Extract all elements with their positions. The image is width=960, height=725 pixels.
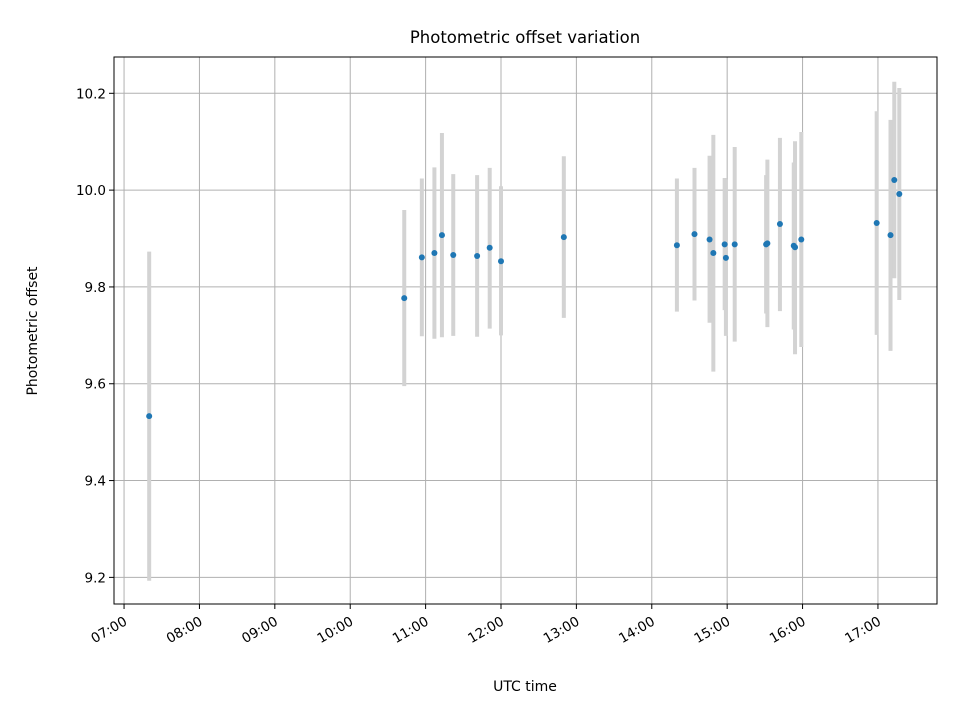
data-point — [706, 236, 713, 243]
data-point — [896, 190, 903, 197]
y-tick-label: 9.8 — [85, 280, 106, 296]
data-point — [691, 231, 698, 238]
data-point — [673, 242, 680, 249]
x-axis-label: UTC time — [493, 679, 557, 695]
y-tick-label: 10.2 — [76, 86, 106, 102]
y-tick-label: 9.2 — [85, 570, 106, 586]
axes-frame — [113, 56, 938, 605]
data-point — [764, 240, 771, 247]
y-tick-label: 10.0 — [76, 183, 106, 199]
data-point — [146, 413, 153, 420]
data-point — [474, 252, 481, 259]
data-point — [887, 232, 894, 239]
y-axis-ticks: 9.2 9.4 9.6 9.8 10.0 10.2 — [76, 86, 114, 586]
data-point — [891, 176, 898, 183]
data-point — [731, 241, 738, 248]
data-point — [497, 258, 504, 265]
data-point — [873, 220, 880, 227]
chart-title: Photometric offset variation — [410, 28, 640, 47]
data-point — [560, 234, 567, 241]
data-point — [418, 254, 425, 261]
y-tick-label: 9.4 — [85, 474, 106, 490]
data-point — [450, 251, 457, 258]
y-axis-label: Photometric offset — [25, 266, 41, 396]
data-point — [401, 295, 408, 302]
data-points — [146, 176, 903, 420]
data-point — [722, 254, 729, 261]
data-point — [431, 250, 438, 257]
data-point — [438, 232, 445, 239]
data-point — [721, 241, 728, 248]
data-point — [486, 244, 493, 251]
data-point — [798, 236, 805, 243]
data-point — [776, 221, 783, 228]
data-point — [710, 250, 717, 257]
y-tick-label: 9.6 — [85, 377, 106, 393]
data-point — [792, 244, 799, 251]
